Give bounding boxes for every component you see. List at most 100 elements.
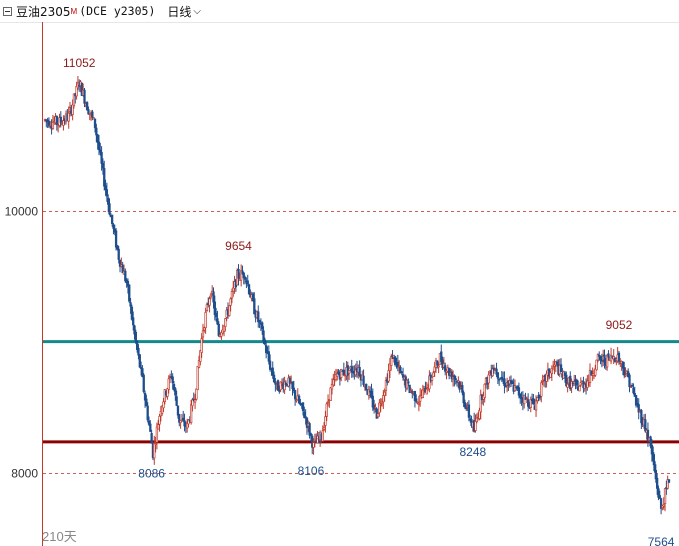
candle-body <box>662 504 665 507</box>
candle-body <box>383 391 386 396</box>
candle-body <box>663 488 667 504</box>
candle-body <box>457 380 460 383</box>
candle-body <box>399 366 402 373</box>
candle-body <box>598 354 601 357</box>
candle-body <box>407 381 410 384</box>
candle-body <box>432 372 435 377</box>
candle-body <box>101 162 105 169</box>
candle-body <box>203 327 206 331</box>
candle-body <box>653 461 656 472</box>
candle-body <box>553 364 556 367</box>
candle-body <box>204 312 207 329</box>
candle-body <box>121 264 124 274</box>
grid-layer: 10000 8000 <box>5 205 679 481</box>
candle-body <box>171 376 174 384</box>
candle-body <box>661 505 664 509</box>
candle-body <box>217 323 220 337</box>
candle-body <box>354 369 357 376</box>
candle-body <box>628 374 631 388</box>
candle-body <box>630 384 634 387</box>
candle-body <box>108 203 111 215</box>
candle-body <box>415 398 418 402</box>
candle-body <box>483 383 486 398</box>
candle-body <box>350 366 353 373</box>
candle-body <box>96 134 99 143</box>
candle-body <box>617 352 621 362</box>
candle-body <box>246 280 249 285</box>
candle-body <box>321 430 324 442</box>
candle-body <box>367 389 370 397</box>
candle-body <box>623 367 626 376</box>
candle-body <box>388 363 392 372</box>
candle-body <box>656 477 659 489</box>
candle-body <box>607 353 610 358</box>
candle-body <box>193 399 197 403</box>
candle-body <box>365 383 368 391</box>
candle-body <box>444 365 447 372</box>
candle-body <box>324 416 327 426</box>
symbol-name: 豆油2305 <box>16 4 71 19</box>
candle-body <box>147 420 151 425</box>
candle-body <box>232 287 235 292</box>
candle-body <box>166 388 169 397</box>
candle-body <box>575 379 578 386</box>
candle-body <box>295 399 298 402</box>
candle-body <box>378 402 381 413</box>
candle-body <box>342 369 345 376</box>
annotations: 11052 9654 9052 8086 8106 8248 7564 <box>63 56 675 546</box>
candle-body <box>129 302 132 307</box>
candle-body <box>186 422 189 429</box>
candle-body <box>228 305 231 317</box>
period-dropdown[interactable]: 日线 ⌵ <box>167 3 201 20</box>
chart-title-bar: 豆油2305 M (DCE y2305) 日线 ⌵ <box>0 0 679 23</box>
candle-body <box>197 360 201 368</box>
candle-body <box>408 384 411 394</box>
candle-body <box>212 291 215 303</box>
candle-body <box>137 347 140 356</box>
candle-body <box>624 374 627 377</box>
symbol-main-flag: M <box>70 6 78 16</box>
candle-body <box>612 356 615 360</box>
candle-body <box>566 383 569 388</box>
candle-body <box>133 325 136 335</box>
candle-body <box>390 356 393 366</box>
candle-body <box>540 382 543 397</box>
candle-body <box>139 367 143 369</box>
candle-body <box>141 368 144 377</box>
candle-body <box>214 312 218 318</box>
y-tick-label: 8000 <box>11 467 38 481</box>
candle-body <box>85 102 89 111</box>
candle-body <box>288 377 292 384</box>
candle-body <box>176 405 180 416</box>
candle-body <box>196 365 199 391</box>
collapse-icon[interactable] <box>3 6 12 16</box>
candle-body <box>130 306 134 320</box>
candle-body <box>313 439 317 442</box>
candle-body <box>138 354 141 368</box>
candle-body <box>511 381 514 385</box>
candle-body <box>396 361 399 368</box>
candle-body <box>516 385 519 389</box>
candle-body <box>99 149 102 153</box>
candle-body <box>62 120 65 126</box>
candle-body <box>559 364 563 372</box>
candle-body <box>132 317 135 326</box>
candle-body <box>463 402 467 408</box>
candle-body <box>405 380 409 389</box>
candle-body <box>242 272 245 279</box>
candle-body <box>292 387 295 391</box>
candle-body <box>550 367 553 374</box>
candle-body <box>145 398 148 407</box>
candle-body <box>153 442 156 459</box>
candle-body <box>492 367 496 371</box>
candle-body <box>261 322 264 330</box>
candle-body <box>605 354 609 368</box>
candle-body <box>387 370 390 382</box>
candle-body <box>495 368 498 375</box>
candle-body <box>496 372 500 379</box>
candle-body <box>422 386 426 389</box>
candle-body <box>525 398 528 400</box>
candle-body <box>83 89 86 104</box>
candle-body <box>284 382 288 386</box>
candle-body <box>500 376 503 380</box>
